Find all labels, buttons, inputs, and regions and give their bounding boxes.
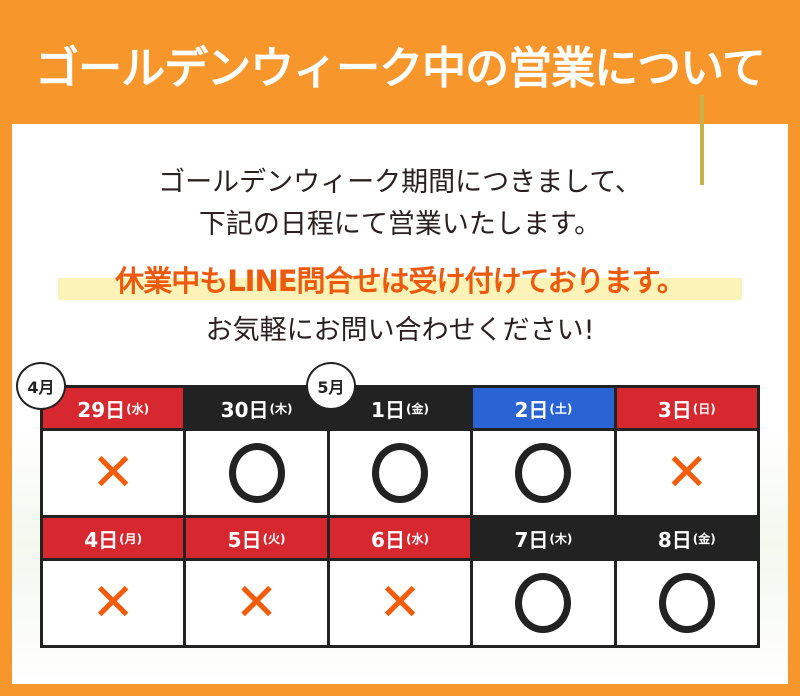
weekday-label: (月) (119, 531, 143, 546)
status-cell: ✕ (186, 561, 327, 645)
highlight-marker (58, 278, 742, 300)
intro-line-1: ゴールデンウィーク期間につきまして、 (158, 167, 642, 198)
status-cell (329, 431, 471, 515)
closed-cross-icon: ✕ (91, 443, 135, 503)
day-header: 30日 (木) (186, 388, 327, 428)
weekday-label: (火) (262, 531, 286, 546)
day-header: 29日 (水) (43, 388, 184, 428)
status-cell (616, 561, 757, 645)
day-header: 4日 (月) (43, 518, 184, 558)
day-label: 8日 (657, 527, 692, 552)
weekday-label: (土) (549, 401, 573, 416)
day-label: 6日 (371, 527, 405, 552)
weekday-label: (木) (269, 401, 293, 416)
day-header: 7日 (木) (473, 518, 614, 558)
closed-cross-icon: ✕ (378, 573, 422, 633)
day-label: 2日 (514, 397, 549, 422)
status-cell (473, 431, 614, 515)
day-header: 3日 (日) (616, 388, 757, 428)
weekday-label: (水) (405, 531, 429, 546)
day-header: 6日 (水) (329, 518, 471, 558)
status-cell: ✕ (329, 561, 471, 645)
weekday-label: (水) (126, 401, 150, 416)
closed-cross-icon: ✕ (234, 573, 279, 633)
day-label: 5日 (227, 527, 262, 552)
status-cell (186, 431, 327, 515)
closed-cross-icon: ✕ (665, 443, 709, 503)
day-label: 29日 (77, 397, 126, 422)
status-cell: ✕ (616, 431, 757, 515)
weekday-label: (金) (405, 401, 429, 416)
day-label: 7日 (514, 527, 549, 552)
day-header: 2日 (土) (473, 388, 614, 428)
open-circle-icon (658, 573, 715, 633)
month-bubble-april: 4月 (16, 362, 66, 410)
contact-invite: お気軽にお問い合わせください! (205, 315, 595, 346)
status-cell (473, 561, 614, 645)
koinobori-illustration (700, 95, 704, 185)
page-title: ゴールデンウィーク中の営業について (35, 43, 766, 94)
status-cell: ✕ (43, 561, 184, 645)
weekday-label: (金) (692, 531, 716, 546)
open-circle-icon (515, 443, 572, 503)
open-circle-icon (228, 443, 285, 503)
day-header: 5日 (火) (186, 518, 327, 558)
open-circle-icon (515, 573, 572, 633)
day-label: 1日 (371, 397, 405, 422)
closed-cross-icon: ✕ (91, 573, 135, 633)
weekday-label: (木) (549, 531, 573, 546)
schedule-table: 29日 (水) 30日 (木) 1日 (金) 2日 (土) 3日 (日) ✕ ✕ 4日 (月) 5日 (火) 6… (40, 385, 760, 648)
weekday-label: (日) (692, 401, 716, 416)
day-label: 3日 (657, 397, 692, 422)
intro-line-2: 下記の日程にて営業いたします。 (198, 209, 602, 240)
day-label: 30日 (220, 397, 269, 422)
month-bubble-may: 5月 (306, 362, 356, 410)
status-cell: ✕ (43, 431, 184, 515)
line-notice: 休業中もLINE問合せは受け付けております。 (115, 264, 686, 298)
open-circle-icon (371, 443, 428, 503)
day-header: 8日 (金) (616, 518, 757, 558)
day-label: 4日 (84, 527, 119, 552)
